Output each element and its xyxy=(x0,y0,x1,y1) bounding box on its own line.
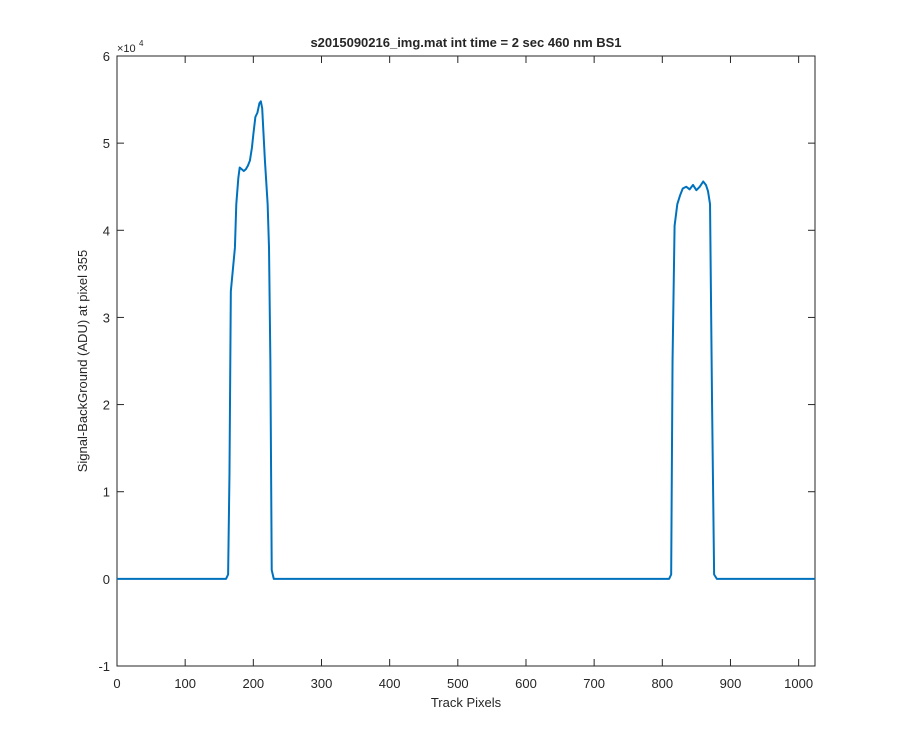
y-tick-label: 6 xyxy=(103,49,110,64)
y-tick-label: 5 xyxy=(103,136,110,151)
y-axis: -1 0 1 2 3 4 5 6 xyxy=(98,49,815,674)
x-tick-label: 800 xyxy=(651,676,673,691)
x-tick-label: 700 xyxy=(583,676,605,691)
y-tick-label: 1 xyxy=(103,485,110,500)
x-tick-label: 1000 xyxy=(784,676,813,691)
x-tick-label: 300 xyxy=(311,676,333,691)
x-tick-label: 600 xyxy=(515,676,537,691)
y-tick-label: 3 xyxy=(103,310,110,325)
x-tick-label: 500 xyxy=(447,676,469,691)
y-axis-exponent-power: 4 xyxy=(139,39,144,48)
x-axis-label: Track Pixels xyxy=(431,695,502,710)
x-tick-label: 100 xyxy=(174,676,196,691)
data-series-line xyxy=(117,100,815,580)
y-tick-label: 2 xyxy=(103,398,110,413)
x-tick-label: 200 xyxy=(242,676,264,691)
plot-area xyxy=(116,55,816,667)
y-tick-label: 4 xyxy=(103,223,110,238)
x-tick-label: 400 xyxy=(379,676,401,691)
chart-title: s2015090216_img.mat int time = 2 sec 460… xyxy=(310,35,621,50)
x-tick-label: 0 xyxy=(113,676,120,691)
y-tick-label: 0 xyxy=(103,572,110,587)
x-tick-label: 900 xyxy=(720,676,742,691)
y-axis-exponent-base: ×10 xyxy=(117,43,136,55)
y-tick-label: -1 xyxy=(98,659,110,674)
x-axis: 0 100 200 300 400 500 600 700 800 900 1000 xyxy=(113,56,813,691)
y-axis-label: Signal-BackGround (ADU) at pixel 355 xyxy=(75,250,90,473)
